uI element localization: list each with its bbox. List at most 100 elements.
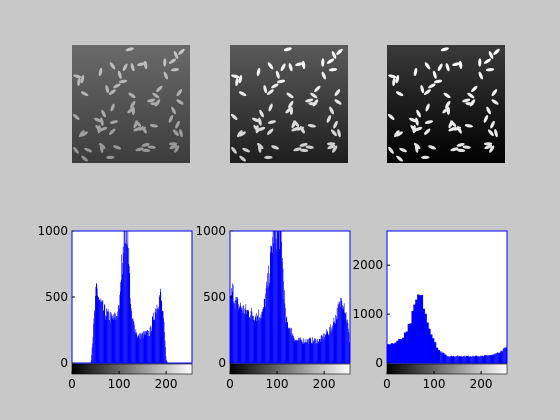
histogram-bar bbox=[270, 245, 272, 363]
histogram-bar bbox=[242, 312, 243, 363]
histogram-bar bbox=[499, 352, 501, 363]
rice-grain bbox=[258, 117, 262, 126]
histogram-bar bbox=[101, 299, 103, 363]
histogram-bar bbox=[254, 319, 255, 363]
histogram-bar bbox=[495, 353, 497, 363]
histogram-bar bbox=[334, 321, 335, 363]
histogram-bar bbox=[487, 355, 489, 363]
rice-grain bbox=[163, 71, 169, 80]
histogram-bar bbox=[307, 341, 308, 363]
histogram-bar bbox=[160, 300, 162, 363]
histogram-bar bbox=[438, 350, 440, 363]
histogram-bar bbox=[143, 338, 144, 363]
rice-grain bbox=[305, 98, 314, 103]
histogram-bar bbox=[151, 330, 152, 363]
histogram-bar bbox=[346, 320, 347, 363]
histogram-bar bbox=[299, 340, 300, 363]
histogram-bar bbox=[162, 310, 164, 363]
histogram-bar bbox=[497, 352, 498, 363]
histogram-bar bbox=[146, 329, 148, 363]
rice-grain bbox=[326, 142, 336, 146]
grayscale-colorbar bbox=[71, 363, 193, 375]
histogram-bar bbox=[164, 332, 165, 363]
rice-grain bbox=[428, 83, 436, 89]
histogram-bar bbox=[238, 306, 240, 363]
histogram-bar bbox=[470, 356, 471, 363]
rice-grain bbox=[440, 47, 449, 52]
histogram-bar bbox=[492, 355, 494, 363]
histogram-bar bbox=[119, 294, 121, 363]
rice-grain bbox=[239, 155, 246, 162]
histogram-bar bbox=[238, 304, 240, 363]
histogram-bar bbox=[112, 318, 114, 363]
rice-grain bbox=[443, 92, 451, 99]
histogram-bar bbox=[112, 315, 113, 363]
rice-grain bbox=[235, 77, 239, 87]
rice-grain bbox=[415, 117, 419, 126]
rice-grain bbox=[388, 74, 397, 79]
histogram-bar bbox=[147, 330, 148, 363]
histogram-bar bbox=[233, 303, 234, 363]
histogram-bar bbox=[449, 356, 450, 363]
histogram-bar bbox=[116, 315, 117, 363]
histogram-bar bbox=[319, 338, 321, 363]
histogram-bar bbox=[322, 335, 323, 363]
histogram-bar bbox=[448, 356, 450, 363]
histogram-bar bbox=[341, 298, 342, 363]
histogram-bar bbox=[313, 342, 314, 363]
histogram-bar bbox=[137, 338, 139, 363]
histogram-bar bbox=[472, 356, 473, 363]
histogram-bar bbox=[115, 313, 116, 363]
histogram-bar bbox=[166, 360, 168, 363]
histogram-bar bbox=[477, 356, 479, 363]
histogram-bar bbox=[326, 332, 328, 363]
histogram-bar bbox=[413, 304, 416, 363]
rice-grain bbox=[156, 85, 163, 93]
histogram-bar bbox=[92, 343, 93, 363]
rice-grain bbox=[168, 142, 178, 146]
histogram-bar bbox=[294, 340, 296, 363]
histogram-bar bbox=[293, 335, 294, 363]
histogram-bar bbox=[471, 356, 473, 363]
histogram-bar bbox=[331, 331, 332, 363]
histogram-bar bbox=[500, 350, 502, 363]
rice-grain bbox=[80, 131, 88, 137]
rice-grain bbox=[485, 68, 495, 72]
histogram-bar bbox=[289, 328, 290, 363]
histogram-bar bbox=[304, 339, 306, 363]
rice-grain bbox=[416, 109, 421, 118]
histogram-bar bbox=[296, 340, 297, 363]
histogram-bar bbox=[487, 355, 488, 363]
rice-grain bbox=[333, 120, 338, 129]
histogram-bar bbox=[292, 333, 294, 363]
histogram-bar bbox=[259, 317, 260, 363]
grayscale-colorbar bbox=[229, 363, 351, 375]
histogram-bar bbox=[119, 309, 120, 363]
histogram-bar bbox=[398, 338, 401, 363]
histogram-bar bbox=[348, 328, 349, 363]
histogram-bar bbox=[99, 298, 101, 363]
histogram-bar bbox=[96, 283, 97, 363]
histogram-bar bbox=[249, 318, 251, 363]
histogram-bar bbox=[105, 319, 107, 363]
grayscale-colorbar bbox=[386, 363, 508, 375]
histogram-bar bbox=[156, 304, 158, 363]
histogram-bar bbox=[400, 339, 403, 363]
x-tick-label: 100 bbox=[107, 377, 131, 391]
rice-grain bbox=[299, 148, 309, 153]
histogram-bar bbox=[230, 295, 232, 363]
histogram-bar bbox=[306, 342, 307, 363]
histogram-bar bbox=[461, 356, 463, 363]
histogram-bar bbox=[305, 342, 306, 363]
rice-grain bbox=[79, 130, 85, 138]
histogram-bar bbox=[166, 360, 167, 363]
rice-grain bbox=[394, 130, 400, 138]
rice-grain bbox=[299, 143, 308, 147]
rice-grain bbox=[293, 120, 300, 127]
histogram-bar bbox=[111, 313, 112, 363]
rice-grain bbox=[163, 58, 167, 67]
rice-grain bbox=[175, 120, 180, 129]
histogram-bar bbox=[284, 303, 286, 363]
histogram-bar bbox=[276, 231, 278, 363]
